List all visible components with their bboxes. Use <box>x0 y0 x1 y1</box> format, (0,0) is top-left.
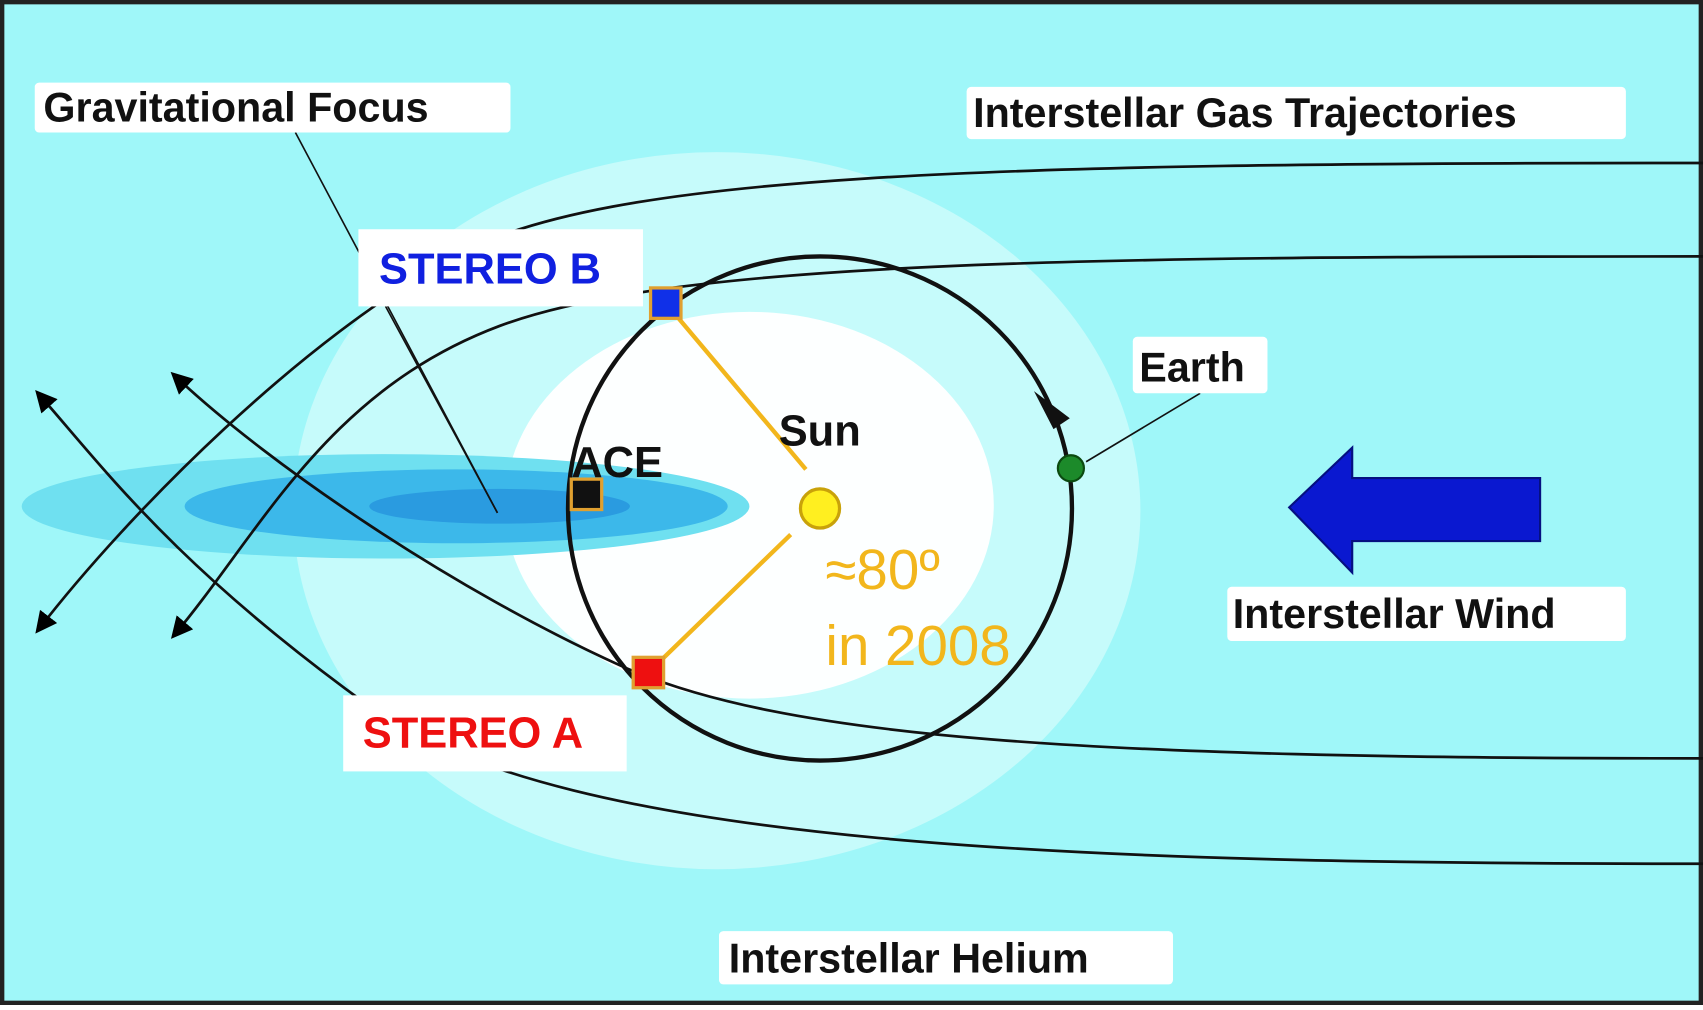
stereo-a-label: STEREO A <box>363 709 583 757</box>
ace-label: ACE <box>571 439 663 487</box>
diagram: Gravitational Focus Interstellar Gas Tra… <box>0 0 1703 1005</box>
sun <box>800 489 839 528</box>
wind-label: Interstellar Wind <box>1233 591 1556 637</box>
trajectories-label: Interstellar Gas Trajectories <box>973 90 1517 136</box>
sun-label: Sun <box>779 407 861 455</box>
stereo-b-label: STEREO B <box>379 246 601 294</box>
page: {"labels":{"focus":"Gravitational Focus"… <box>0 0 1703 1010</box>
earth <box>1058 455 1084 481</box>
angle-year: in 2008 <box>825 614 1010 677</box>
stereo-b-marker <box>651 288 681 318</box>
angle-label: ≈80º <box>825 538 939 601</box>
helium-label: Interstellar Helium <box>729 935 1089 981</box>
stereo-a-marker <box>633 657 663 687</box>
earth-label: Earth <box>1139 344 1244 390</box>
focus-label: Gravitational Focus <box>43 85 428 131</box>
